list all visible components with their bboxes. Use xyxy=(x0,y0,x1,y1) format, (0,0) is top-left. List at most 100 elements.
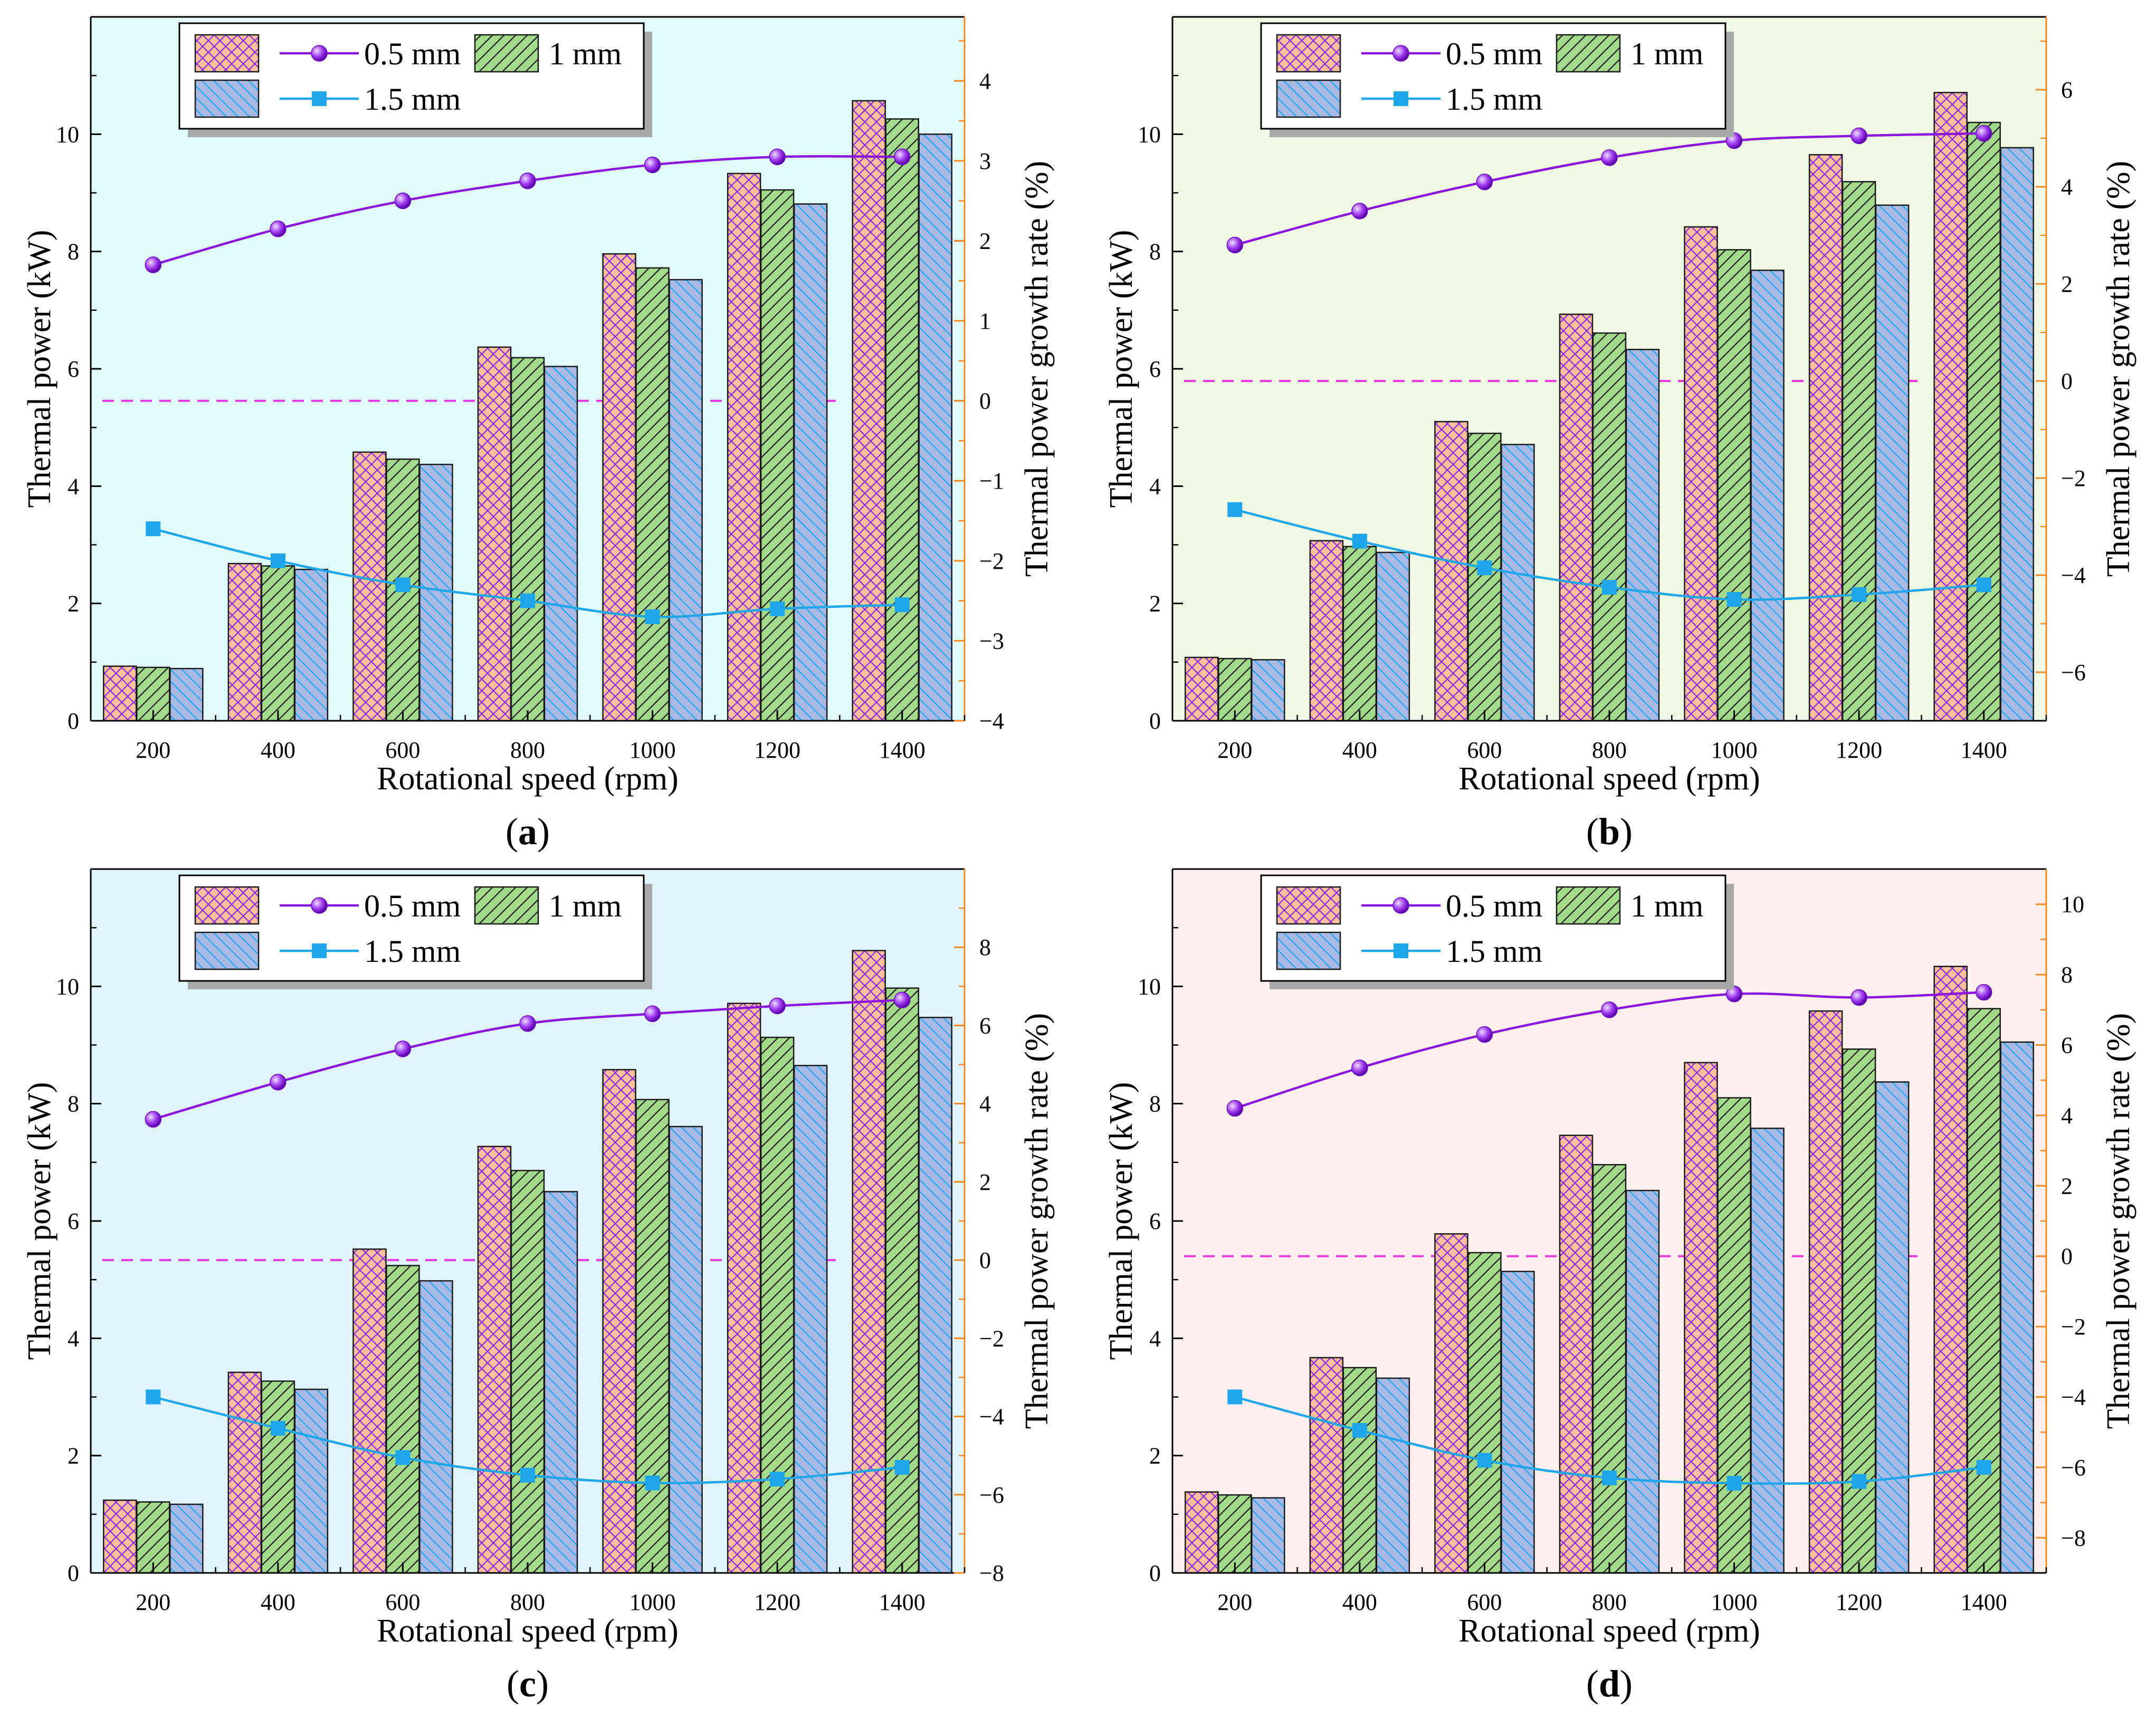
bar-0p5mm-1000 xyxy=(602,1068,636,1574)
x-tick-label-1200: 1200 xyxy=(1836,1589,1882,1615)
growth-point-1p5mm-1200 xyxy=(1852,587,1867,602)
right-tick-label: −2 xyxy=(979,1325,1004,1351)
legend-label-1p5mm: 1.5 mm xyxy=(1446,82,1542,117)
right-tick-label: −3 xyxy=(979,628,1004,654)
bar-1mm-1000 xyxy=(1717,249,1751,722)
x-tick-label-200: 200 xyxy=(1217,737,1252,763)
bar-1mm-400 xyxy=(261,565,295,722)
left-tick-label: 0 xyxy=(68,1560,79,1586)
growth-point-1p5mm-200 xyxy=(146,521,161,537)
x-tick-label-200: 200 xyxy=(1217,1589,1252,1615)
bar-1p5mm-200 xyxy=(169,1503,204,1574)
right-tick-label: 10 xyxy=(2061,892,2084,918)
bar-1p5mm-600 xyxy=(419,1280,453,1574)
bar-0p5mm-1000 xyxy=(602,253,636,722)
bar-1p5mm-400 xyxy=(1376,1377,1410,1574)
right-tick-label: 8 xyxy=(979,934,991,960)
bar-1p5mm-1400 xyxy=(2000,1041,2034,1574)
legend-swatch-bar-0p5mm xyxy=(194,886,260,925)
right-tick-label: 4 xyxy=(979,1091,991,1117)
legend: 0.5 mm 1 mm 1.5 mm xyxy=(178,22,652,137)
growth-point-1p5mm-1200 xyxy=(1852,1474,1867,1489)
growth-point-0p5mm-200 xyxy=(145,256,162,273)
bar-1mm-800 xyxy=(1592,1164,1627,1574)
bar-1p5mm-200 xyxy=(1251,1497,1285,1574)
y2-axis-title: Thermal power growth rate (%) xyxy=(2101,161,2136,577)
x-tick-label-1200: 1200 xyxy=(754,1589,800,1615)
bar-0p5mm-400 xyxy=(1309,540,1344,722)
growth-point-0p5mm-1000 xyxy=(644,1005,661,1022)
growth-point-1p5mm-800 xyxy=(1602,1470,1617,1485)
left-tick-label: 10 xyxy=(56,121,79,147)
x-tick-label-600: 600 xyxy=(385,737,420,763)
bar-0p5mm-800 xyxy=(477,1146,512,1574)
bar-1mm-800 xyxy=(1592,332,1627,722)
legend-marker-0p5mm xyxy=(311,45,328,62)
x-tick-label-1200: 1200 xyxy=(754,737,800,763)
bar-1p5mm-800 xyxy=(1625,1189,1660,1574)
growth-point-0p5mm-800 xyxy=(519,1015,536,1032)
legend-swatch-bar-1mm xyxy=(474,886,539,925)
bar-1p5mm-600 xyxy=(1501,444,1535,722)
growth-point-1p5mm-1000 xyxy=(645,609,660,624)
x-tick-label-1000: 1000 xyxy=(629,737,676,763)
bar-0p5mm-600 xyxy=(352,1248,387,1574)
growth-point-0p5mm-600 xyxy=(394,192,412,209)
bar-1p5mm-400 xyxy=(1376,551,1410,722)
growth-point-1p5mm-1400 xyxy=(1976,577,1991,593)
right-tick-label: 1 xyxy=(979,308,991,334)
panel-caption: (b) xyxy=(1586,810,1633,853)
right-tick-label: −2 xyxy=(2061,1314,2086,1340)
bar-1p5mm-400 xyxy=(294,1388,329,1574)
bar-1p5mm-1000 xyxy=(669,1125,703,1574)
bar-0p5mm-1400 xyxy=(1933,966,1968,1574)
legend-marker-1p5mm xyxy=(1394,91,1408,106)
bar-0p5mm-200 xyxy=(1185,1491,1219,1574)
left-tick-label: 4 xyxy=(68,1325,79,1351)
growth-point-0p5mm-1200 xyxy=(769,148,786,166)
legend-swatch-bar-0p5mm xyxy=(194,34,260,73)
panel-caption: (d) xyxy=(1586,1663,1633,1705)
growth-point-0p5mm-800 xyxy=(1601,149,1618,166)
growth-point-1p5mm-200 xyxy=(1227,1389,1243,1405)
left-tick-label: 2 xyxy=(68,591,79,617)
bar-1p5mm-1000 xyxy=(1750,1128,1785,1574)
left-tick-label: 10 xyxy=(1138,974,1161,999)
left-tick-label: 6 xyxy=(68,1208,79,1234)
right-tick-label: −8 xyxy=(979,1560,1004,1586)
left-tick-label: 8 xyxy=(1149,1091,1161,1117)
growth-point-1p5mm-1400 xyxy=(894,597,910,613)
x-tick-label-1200: 1200 xyxy=(1836,737,1882,763)
x-tick-label-1400: 1400 xyxy=(1961,737,2007,763)
right-tick-label: 0 xyxy=(2061,1244,2073,1270)
y2-axis-title: Thermal power growth rate (%) xyxy=(1019,161,1055,577)
x-tick-label-1000: 1000 xyxy=(1711,737,1758,763)
bar-1p5mm-800 xyxy=(543,366,578,722)
left-tick-label: 2 xyxy=(68,1443,79,1469)
legend-swatch-bar-1p5mm xyxy=(1276,79,1341,118)
bar-1mm-600 xyxy=(1467,433,1502,722)
bar-0p5mm-200 xyxy=(103,665,137,722)
growth-point-1p5mm-200 xyxy=(146,1389,161,1405)
bar-1mm-400 xyxy=(1342,546,1377,722)
left-tick-label: 0 xyxy=(1149,1560,1161,1586)
right-tick-label: 4 xyxy=(979,68,991,94)
right-tick-label: −4 xyxy=(2061,1385,2086,1410)
legend-swatch-bar-1p5mm xyxy=(194,79,260,118)
growth-point-0p5mm-1000 xyxy=(1725,986,1743,1003)
growth-point-1p5mm-600 xyxy=(1477,560,1492,576)
growth-point-1p5mm-400 xyxy=(1352,1423,1367,1438)
x-axis-title: Rotational speed (rpm) xyxy=(377,761,679,797)
growth-point-0p5mm-1200 xyxy=(1850,127,1867,145)
legend-label-1p5mm: 1.5 mm xyxy=(1446,934,1542,969)
bar-0p5mm-200 xyxy=(1185,656,1219,722)
right-tick-label: 0 xyxy=(2061,368,2073,394)
left-tick-label: 4 xyxy=(68,473,79,499)
bar-1mm-800 xyxy=(510,357,545,722)
bar-1mm-600 xyxy=(1467,1252,1502,1574)
legend-marker-1p5mm xyxy=(312,943,327,958)
panel-caption: (a) xyxy=(505,810,550,853)
bar-1p5mm-1200 xyxy=(793,1065,828,1574)
x-tick-label-200: 200 xyxy=(136,737,170,763)
growth-point-0p5mm-200 xyxy=(145,1111,162,1128)
